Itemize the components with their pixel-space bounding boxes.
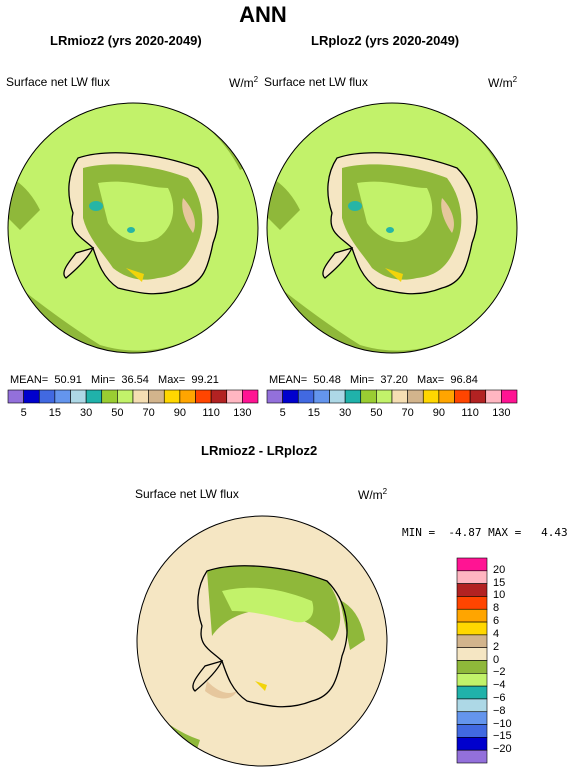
colorbar-panel-1-tick-label: 5 [20, 407, 27, 419]
colorbar-diff-tick-label: −6 [493, 691, 506, 704]
colorbar-panel-2-swatch [469, 389, 487, 404]
colorbar-panel-2-swatch [329, 389, 346, 404]
colorbar-panel-1-tick-label: 110 [202, 407, 220, 419]
colorbar-panel-1-swatch [23, 389, 40, 404]
colorbar-panel-2-swatch [407, 389, 424, 404]
colorbar-panel-1-swatch [163, 389, 181, 404]
colorbar-panel-2-tick-label: 70 [401, 407, 414, 419]
colorbar-panel-2-swatch [360, 389, 377, 404]
colorbar-panel-2-swatch [313, 389, 330, 404]
colorbar-panel-2-swatch [391, 389, 408, 404]
colorbar-panel-2-tick-label: 90 [432, 407, 445, 419]
colorbar-panel-2-swatch [376, 389, 393, 404]
colorbar-panel-1-tick-label: 15 [48, 407, 61, 419]
colorbar-panel-1-swatch [38, 389, 56, 404]
colorbar-diff-tick-label: 15 [493, 576, 506, 589]
diff-map [137, 516, 387, 766]
colorbar-panel-2-swatch [422, 389, 440, 404]
colorbar-diff-swatch [456, 621, 488, 636]
colorbar-panel-2-tick-label: 110 [461, 407, 479, 419]
colorbar-panel-2-swatch [282, 389, 299, 404]
colorbar-panel-2-swatch [297, 389, 315, 404]
colorbar-panel-1-swatch [101, 389, 118, 404]
colorbar-panel-2-swatch [266, 389, 283, 404]
colorbar-panel-2-swatch [438, 389, 455, 404]
colorbar-panel-2-tick-label: 130 [492, 407, 511, 419]
colorbar-panel-2-swatch [501, 389, 518, 404]
colorbar-panel-1-swatch [85, 389, 103, 404]
colorbar-panel-1-swatch [195, 389, 212, 404]
panel-1-stats: MEAN= 50.91 Min= 36.54 Max= 99.21 [10, 374, 219, 386]
colorbar-diff-swatch [456, 698, 488, 713]
colorbar-diff-swatch [456, 634, 488, 648]
diff-variable: Surface net LW flux [135, 487, 239, 501]
panel-2-title: LRploz2 (yrs 2020-2049) [311, 33, 460, 48]
panel-2-units: W/m2 [488, 75, 518, 90]
colorbar-panel-1-swatch [132, 389, 149, 404]
colorbar-diff-swatch [456, 608, 488, 623]
colorbar-panel-1-tick-label: 30 [80, 407, 93, 419]
colorbar-diff-swatch [456, 557, 488, 572]
figure-title: ANN [239, 2, 287, 27]
colorbar-panel-2-tick-label: 5 [279, 407, 286, 419]
colorbar-diff-swatch [456, 673, 488, 687]
colorbar-diff-tick-label: 8 [493, 602, 500, 615]
panel-2-stats: MEAN= 50.48 Min= 37.20 Max= 96.84 [269, 374, 478, 386]
colorbar-panel-2-swatch [454, 389, 471, 404]
colorbar-panel-2-swatch [485, 389, 502, 404]
colorbar-diff [456, 557, 488, 764]
colorbar-diff-tick-label: 0 [493, 653, 500, 666]
colorbar-diff-tick-label: −15 [493, 730, 512, 743]
colorbar-diff-swatch [456, 737, 488, 751]
panel-1-units: W/m2 [229, 75, 259, 90]
colorbar-diff-swatch [456, 583, 488, 597]
colorbar-diff-swatch [456, 724, 488, 738]
colorbar-panel-2 [266, 389, 518, 404]
colorbar-diff-tick-label: 4 [493, 627, 500, 640]
colorbar-panel-1-tick-label: 70 [142, 407, 155, 419]
colorbar-diff-swatch [456, 596, 488, 610]
colorbar-panel-1-swatch [226, 389, 243, 404]
colorbar-panel-1-tick-label: 50 [111, 407, 124, 419]
colorbar-diff-tick-label: 6 [493, 615, 500, 628]
diff-units: W/m2 [358, 487, 388, 502]
colorbar-diff-tick-label: −8 [493, 704, 506, 717]
panel-1-map [8, 103, 258, 353]
colorbar-diff-tick-label: −4 [493, 679, 506, 692]
colorbar-panel-2-swatch [344, 389, 362, 404]
colorbar-diff-swatch [456, 749, 488, 764]
colorbar-panel-1-swatch [117, 389, 134, 404]
colorbar-diff-swatch [456, 570, 488, 584]
diff-title: LRmioz2 - LRploz2 [201, 443, 318, 458]
colorbar-diff-tick-label: −2 [493, 666, 506, 679]
colorbar-panel-1-swatch [148, 389, 165, 404]
colorbar-diff-tick-label: 10 [493, 589, 506, 602]
colorbar-panel-1-swatch [179, 389, 196, 404]
panel-2-map [267, 103, 517, 353]
colorbar-panel-1-swatch [54, 389, 71, 404]
colorbar-diff-swatch [456, 685, 488, 700]
panel-1-title: LRmioz2 (yrs 2020-2049) [50, 33, 202, 48]
colorbar-panel-1-swatch [70, 389, 87, 404]
colorbar-panel-1-tick-label: 90 [173, 407, 186, 419]
colorbar-panel-1 [7, 389, 259, 404]
colorbar-diff-tick-label: −20 [493, 743, 512, 756]
colorbar-panel-2-tick-label: 50 [370, 407, 383, 419]
colorbar-diff-swatch [456, 711, 488, 725]
colorbar-diff-swatch [456, 660, 488, 674]
panel-1-variable: Surface net LW flux [6, 75, 110, 89]
colorbar-panel-2-tick-label: 30 [339, 407, 352, 419]
colorbar-panel-1-tick-label: 130 [233, 407, 252, 419]
colorbar-diff-tick-label: −10 [493, 717, 512, 730]
colorbar-panel-1-swatch [7, 389, 24, 404]
colorbar-panel-2-tick-label: 15 [307, 407, 320, 419]
colorbar-diff-swatch [456, 647, 488, 661]
colorbar-diff-tick-label: 20 [493, 563, 506, 576]
colorbar-panel-1-swatch [210, 389, 228, 404]
colorbar-panel-1-swatch [242, 389, 259, 404]
colorbar-diff-tick-label: 2 [493, 640, 500, 653]
diff-min-max: MIN = -4.87 MAX = 4.43 [402, 526, 568, 539]
panel-2-variable: Surface net LW flux [264, 75, 368, 89]
